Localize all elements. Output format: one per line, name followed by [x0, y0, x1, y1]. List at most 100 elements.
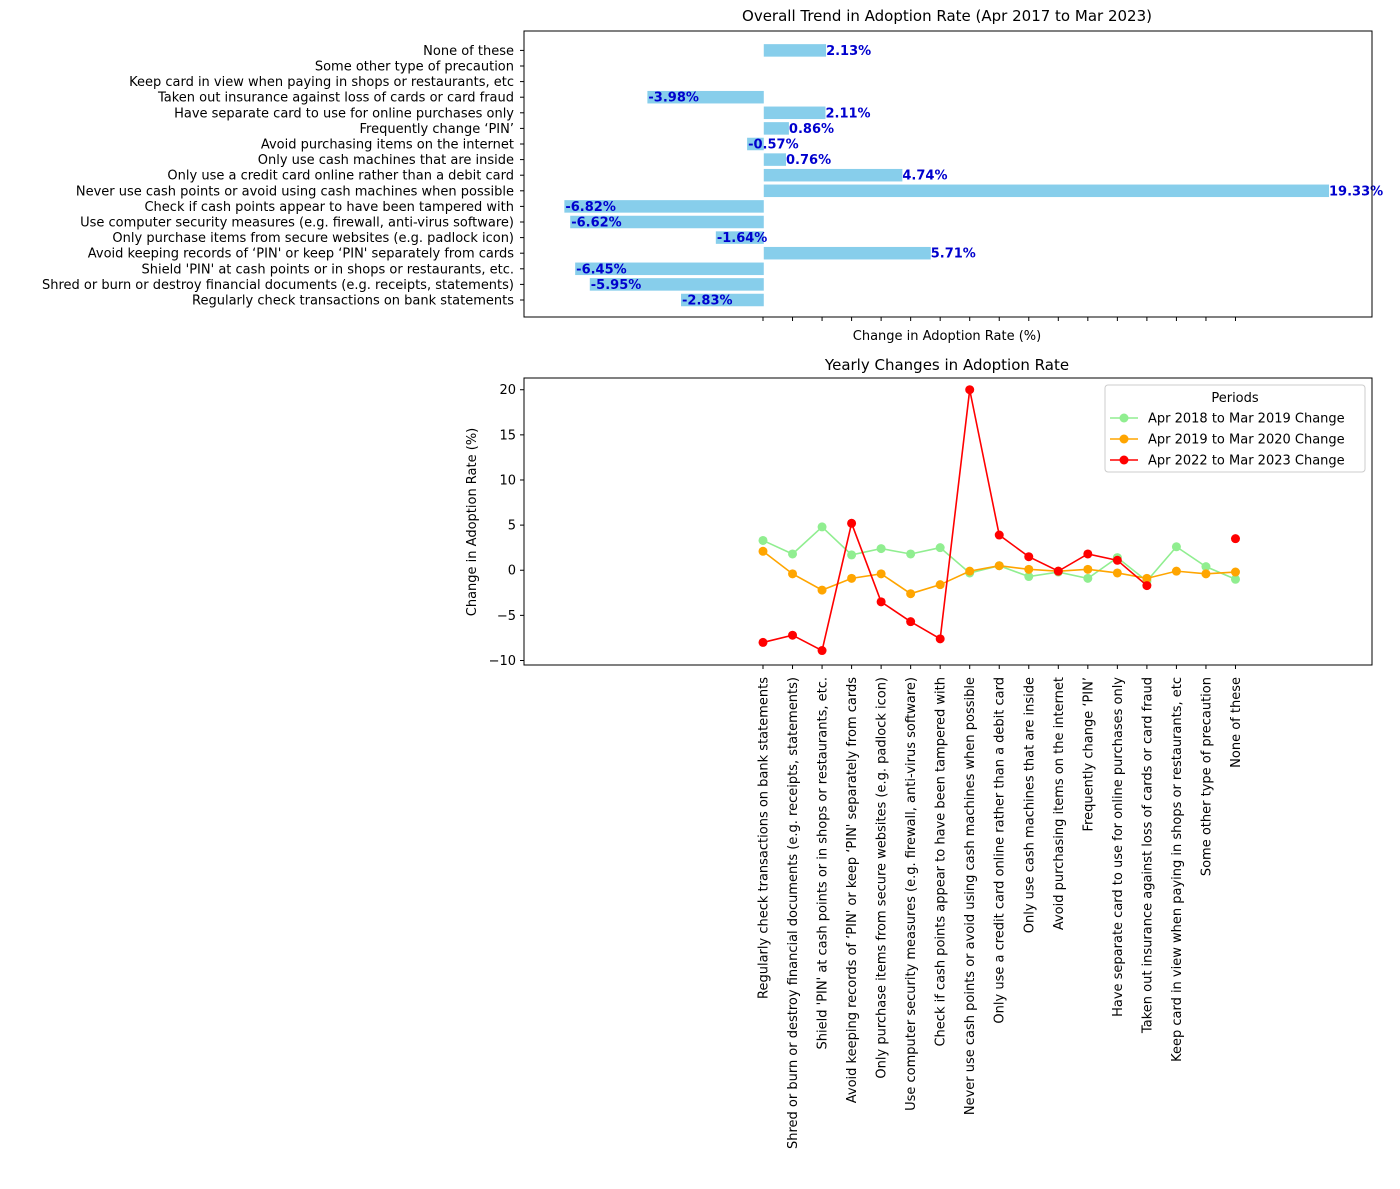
point-apr-2022-to-mar-2023-change-only-purchase-items-from-secure-websites-e-g-padlock-icon: [876, 597, 886, 607]
bottom-x-tick-label-avoid-keeping-records-of-pin-or-keep-pin-separately-from-cards: Avoid keeping records of ‘PIN' or keep ‘…: [845, 677, 860, 1103]
bar-data-label-avoid-keeping-records-of-pin-or-keep-pin-separately-from-cards: 5.71%: [931, 247, 976, 262]
bottom-x-tick-label-avoid-purchasing-items-on-the-internet: Avoid purchasing items on the internet: [1052, 677, 1067, 930]
bar-data-label-only-purchase-items-from-secure-websites-e-g-padlock-icon: -1.64%: [717, 231, 768, 246]
point-apr-2019-to-mar-2020-change-none-of-these: [1230, 567, 1240, 577]
top-y-tick-label-regularly-check-transactions-on-bank-statements: Regularly check transactions on bank sta…: [192, 294, 514, 309]
top-y-tick-label-only-purchase-items-from-secure-websites-e-g-padlock-icon: Only purchase items from secure websites…: [112, 231, 514, 246]
top-y-tick-label-keep-card-in-view-when-paying-in-shops-or-restaurants-etc: Keep card in view when paying in shops o…: [129, 75, 514, 90]
series-line: [762, 389, 1148, 652]
top-y-tick-label-none-of-these: None of these: [423, 44, 514, 59]
legend-swatch-marker: [1119, 455, 1129, 465]
point-apr-2018-to-mar-2019-change-avoid-keeping-records-of-pin-or-keep-pin-separately-from-cards: [847, 550, 857, 560]
bottom-y-tick-label: 15: [499, 428, 516, 443]
point-apr-2022-to-mar-2023-change-none-of-these: [1230, 534, 1240, 544]
bottom-y-tick-label: −10: [489, 654, 516, 669]
top-y-tick-label-only-use-a-credit-card-online-rather-than-a-debit-card: Only use a credit card online rather tha…: [167, 169, 514, 184]
point-apr-2022-to-mar-2023-change-shred-or-burn-or-destroy-financial-documents-e-g-receipts-statements: [788, 630, 798, 640]
bar-data-label-none-of-these: 2.13%: [826, 44, 871, 59]
bottom-x-tick-label-use-computer-security-measures-e-g-firewall-anti-virus-software: Use computer security measures (e.g. fir…: [904, 677, 919, 1111]
top-y-tick-label-never-use-cash-points-or-avoid-using-cash-machines-when-possible: Never use cash points or avoid using cas…: [76, 184, 514, 199]
point-apr-2018-to-mar-2019-change-some-other-type-of-precaution: [1201, 562, 1211, 572]
series-apr-2019-to-mar-2020-change: [758, 546, 1240, 599]
series-apr-2022-to-mar-2023-change: [758, 385, 1240, 656]
point-apr-2019-to-mar-2020-change-shred-or-burn-or-destroy-financial-documents-e-g-receipts-statements: [788, 569, 798, 579]
point-apr-2022-to-mar-2023-change-avoid-purchasing-items-on-the-internet: [1053, 566, 1063, 576]
legend-box: [1104, 384, 1366, 473]
point-apr-2018-to-mar-2019-change-only-use-cash-machines-that-are-inside: [1024, 572, 1034, 582]
point-apr-2022-to-mar-2023-change-have-separate-card-to-use-for-online-purchases-only: [1112, 555, 1122, 565]
bar-none-of-these: [763, 44, 827, 57]
point-apr-2019-to-mar-2020-change-shield-pin-at-cash-points-or-in-shops-or-restaurants-etc: [817, 585, 827, 595]
top-plot-frame: [523, 30, 1373, 318]
bottom-y-tick-label: 5: [508, 519, 516, 534]
legend-entry-apr-2018-to-mar-2019-change: Apr 2018 to Mar 2019 Change: [1148, 412, 1345, 427]
bar-regularly-check-transactions-on-bank-statements: [681, 293, 764, 307]
bar-data-label-have-separate-card-to-use-for-online-purchases-only: 2.11%: [825, 106, 870, 121]
bottom-x-tick-label-shield-pin-at-cash-points-or-in-shops-or-restaurants-etc: Shield 'PIN' at cash points or in shops …: [816, 677, 831, 1049]
bottom-x-tick-label-only-use-cash-machines-that-are-inside: Only use cash machines that are inside: [1022, 677, 1037, 933]
bar-data-label-use-computer-security-measures-e-g-firewall-anti-virus-software: -6.62%: [571, 216, 622, 231]
point-apr-2022-to-mar-2023-change-shield-pin-at-cash-points-or-in-shops-or-restaurants-etc: [817, 646, 827, 656]
bottom-x-tick-label-have-separate-card-to-use-for-online-purchases-only: Have separate card to use for online pur…: [1111, 677, 1126, 1017]
point-apr-2022-to-mar-2023-change-only-use-cash-machines-that-are-inside: [1024, 552, 1034, 562]
bar-data-label-shield-pin-at-cash-points-or-in-shops-or-restaurants-etc: -6.45%: [576, 262, 627, 277]
bar-never-use-cash-points-or-avoid-using-cash-machines-when-possible: [763, 184, 1330, 198]
point-apr-2018-to-mar-2019-change-shield-pin-at-cash-points-or-in-shops-or-restaurants-etc: [817, 522, 827, 532]
point-apr-2019-to-mar-2020-change-some-other-type-of-precaution: [1201, 569, 1211, 579]
bar-data-label-frequently-change-pin: 0.86%: [789, 122, 834, 137]
legend-swatch-marker: [1119, 434, 1129, 444]
bar-data-label-check-if-cash-points-appear-to-have-been-tampered-with: -6.82%: [565, 200, 616, 215]
bottom-y-tick-label: 0: [508, 564, 516, 579]
point-apr-2022-to-mar-2023-change-use-computer-security-measures-e-g-firewall-anti-virus-software: [906, 617, 916, 627]
top-bar-chart: Overall Trend in Adoption Rate (Apr 2017…: [42, 7, 1383, 344]
top-y-tick-label-check-if-cash-points-appear-to-have-been-tampered-with: Check if cash points appear to have been…: [144, 200, 514, 215]
point-apr-2019-to-mar-2020-change-have-separate-card-to-use-for-online-purchases-only: [1112, 568, 1122, 578]
point-apr-2022-to-mar-2023-change-never-use-cash-points-or-avoid-using-cash-machines-when-possible: [965, 385, 975, 395]
bar-shred-or-burn-or-destroy-financial-documents-e-g-receipts-statements: [589, 278, 764, 291]
bar-have-separate-card-to-use-for-online-purchases-only: [763, 106, 826, 120]
point-apr-2022-to-mar-2023-change-check-if-cash-points-appear-to-have-been-tampered-with: [935, 634, 945, 644]
point-apr-2019-to-mar-2020-change-keep-card-in-view-when-paying-in-shops-or-restaurants-etc: [1171, 566, 1181, 576]
point-apr-2018-to-mar-2019-change-use-computer-security-measures-e-g-firewall-anti-virus-software: [906, 549, 916, 559]
bottom-x-tick-label-frequently-change-pin: Frequently change ‘PIN’: [1081, 677, 1096, 832]
bar-only-purchase-items-from-secure-websites-e-g-padlock-icon: [715, 231, 764, 244]
bar-data-label-taken-out-insurance-against-loss-of-cards-or-card-fraud: -3.98%: [648, 91, 699, 106]
point-apr-2022-to-mar-2023-change-only-use-a-credit-card-online-rather-than-a-debit-card: [994, 530, 1004, 540]
legend-title: Periods: [1211, 391, 1259, 406]
bottom-x-tick-label-none-of-these: None of these: [1229, 677, 1244, 768]
bottom-x-tick-label-some-other-type-of-precaution: Some other type of precaution: [1199, 677, 1214, 876]
point-apr-2019-to-mar-2020-change-use-computer-security-measures-e-g-firewall-anti-virus-software: [906, 589, 916, 599]
bar-data-label-only-use-cash-machines-that-are-inside: 0.76%: [786, 153, 831, 168]
top-y-tick-label-only-use-cash-machines-that-are-inside: Only use cash machines that are inside: [258, 153, 514, 168]
point-apr-2018-to-mar-2019-change-none-of-these: [1230, 574, 1240, 584]
point-apr-2022-to-mar-2023-change-regularly-check-transactions-on-bank-statements: [758, 637, 768, 647]
top-y-tick-label-taken-out-insurance-against-loss-of-cards-or-card-fraud: Taken out insurance against loss of card…: [157, 91, 514, 106]
bottom-x-tick-label-shred-or-burn-or-destroy-financial-documents-e-g-receipts-statements: Shred or burn or destroy financial docum…: [786, 677, 801, 1149]
legend-entry-apr-2022-to-mar-2023-change: Apr 2022 to Mar 2023 Change: [1148, 454, 1345, 469]
legend-entry-apr-2019-to-mar-2020-change: Apr 2019 to Mar 2020 Change: [1148, 433, 1345, 448]
bar-check-if-cash-points-appear-to-have-been-tampered-with: [564, 200, 764, 213]
bottom-chart-title: Yearly Changes in Adoption Rate: [824, 356, 1069, 374]
point-apr-2018-to-mar-2019-change-frequently-change-pin: [1083, 573, 1093, 583]
bottom-line-chart: Yearly Changes in Adoption Rate −10 −5 0 5 1…: [465, 356, 1373, 1149]
point-apr-2018-to-mar-2019-change-regularly-check-transactions-on-bank-statements: [758, 535, 768, 545]
bar-data-label-avoid-purchasing-items-on-the-internet: -0.57%: [748, 138, 799, 153]
bottom-plot-frame: [523, 377, 1373, 666]
top-y-tick-label-frequently-change-pin: Frequently change ‘PIN’: [360, 122, 515, 137]
point-apr-2022-to-mar-2023-change-avoid-keeping-records-of-pin-or-keep-pin-separately-from-cards: [847, 518, 857, 528]
bar-use-computer-security-measures-e-g-firewall-anti-virus-software: [570, 215, 764, 229]
point-apr-2019-to-mar-2020-change-frequently-change-pin: [1083, 564, 1093, 574]
top-y-tick-label-avoid-purchasing-items-on-the-internet: Avoid purchasing items on the internet: [261, 138, 514, 153]
top-x-axis-label: Change in Adoption Rate (%): [853, 329, 1041, 344]
bar-data-label-never-use-cash-points-or-avoid-using-cash-machines-when-possible: 19.33%: [1329, 184, 1383, 199]
point-apr-2019-to-mar-2020-change-taken-out-insurance-against-loss-of-cards-or-card-fraud: [1142, 573, 1152, 583]
point-apr-2022-to-mar-2023-change-frequently-change-pin: [1083, 549, 1093, 559]
bottom-x-tick-label-only-use-a-credit-card-online-rather-than-a-debit-card: Only use a credit card online rather tha…: [993, 677, 1008, 1024]
bottom-y-axis-label: Change in Adoption Rate (%): [465, 428, 480, 616]
point-apr-2018-to-mar-2019-change-only-purchase-items-from-secure-websites-e-g-padlock-icon: [876, 544, 886, 554]
bottom-x-tick-label-regularly-check-transactions-on-bank-statements: Regularly check transactions on bank sta…: [757, 677, 772, 999]
point-apr-2019-to-mar-2020-change-only-purchase-items-from-secure-websites-e-g-padlock-icon: [876, 569, 886, 579]
bar-data-label-regularly-check-transactions-on-bank-statements: -2.83%: [682, 294, 733, 309]
point-apr-2019-to-mar-2020-change-avoid-keeping-records-of-pin-or-keep-pin-separately-from-cards: [847, 573, 857, 583]
